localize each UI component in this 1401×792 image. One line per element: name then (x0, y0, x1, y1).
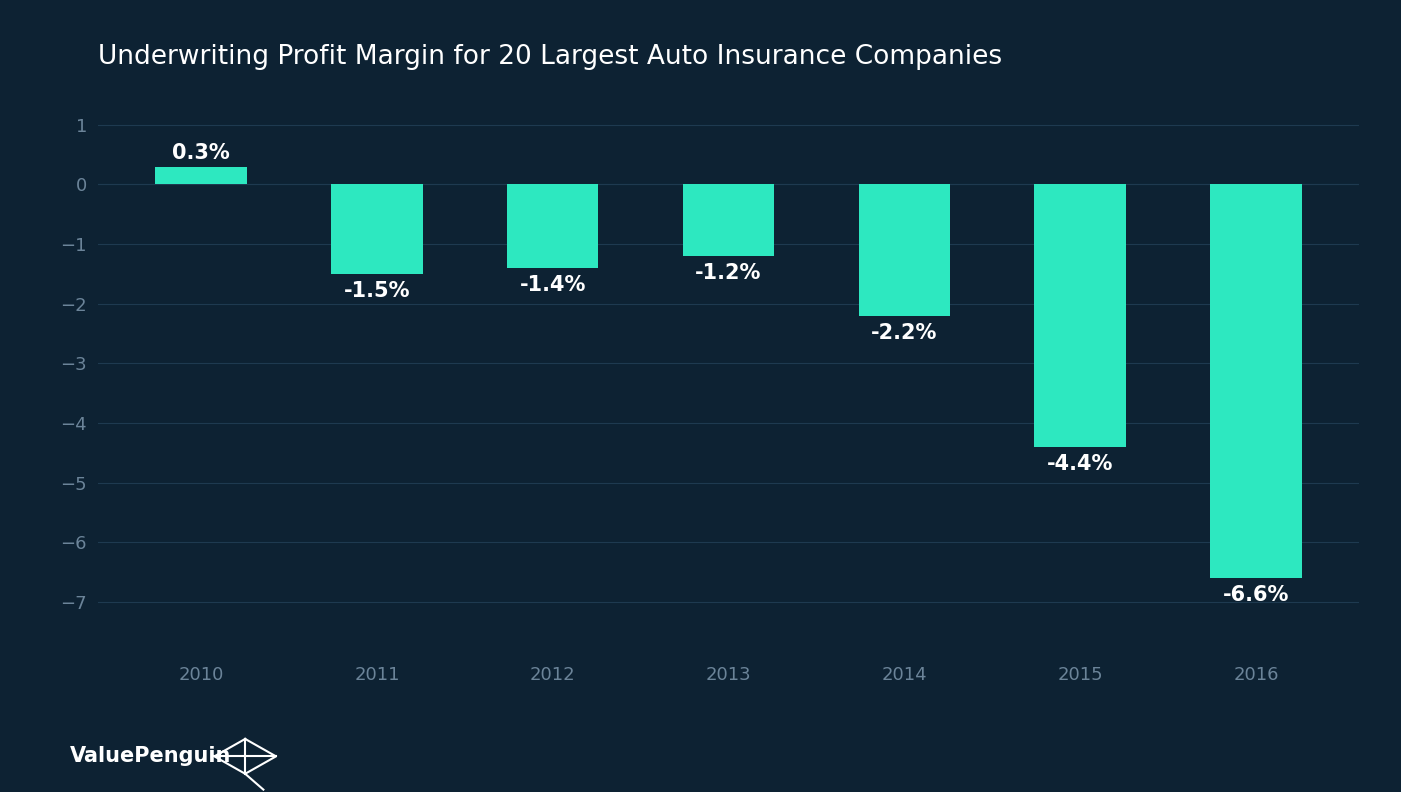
Bar (859, 185, 950, 315)
Bar (682, 185, 775, 256)
Bar (156, 166, 247, 185)
Bar (1034, 185, 1126, 447)
Text: 0.3%: 0.3% (172, 143, 230, 163)
Text: -1.5%: -1.5% (343, 281, 410, 301)
Text: -4.4%: -4.4% (1047, 454, 1114, 474)
Text: Underwriting Profit Margin for 20 Largest Auto Insurance Companies: Underwriting Profit Margin for 20 Larges… (98, 44, 1002, 70)
Bar (1210, 185, 1302, 578)
Text: -2.2%: -2.2% (871, 323, 937, 343)
Text: -1.2%: -1.2% (695, 263, 762, 284)
Text: -6.6%: -6.6% (1223, 585, 1289, 605)
Bar (507, 185, 598, 268)
Text: ValuePenguin: ValuePenguin (70, 746, 231, 767)
Text: -1.4%: -1.4% (520, 275, 586, 295)
Bar (331, 185, 423, 274)
